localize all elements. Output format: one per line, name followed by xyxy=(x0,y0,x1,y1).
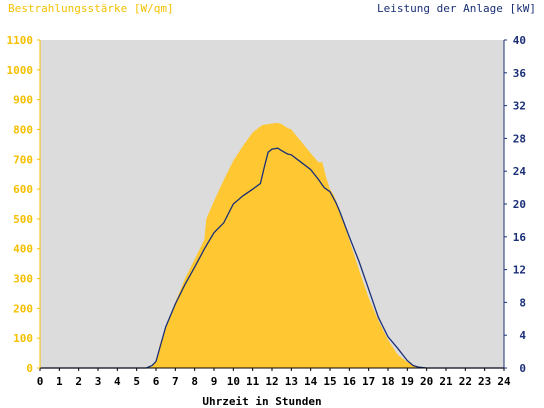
y-left-tick-label: 300 xyxy=(13,273,33,286)
x-tick-label: 5 xyxy=(133,375,140,388)
x-tick-label: 15 xyxy=(323,375,336,388)
y-left-tick-label: 0 xyxy=(26,362,33,375)
x-tick-label: 17 xyxy=(362,375,375,388)
x-tick-label: 7 xyxy=(172,375,179,388)
y-left-tick-label: 800 xyxy=(13,123,33,136)
x-tick-label: 4 xyxy=(114,375,121,388)
y-right-tick-label: 12 xyxy=(513,264,526,277)
x-tick-label: 20 xyxy=(420,375,433,388)
y-left-tick-label: 100 xyxy=(13,332,33,345)
y-right-tick-label: 40 xyxy=(513,34,526,47)
x-tick-label: 1 xyxy=(56,375,63,388)
y-left-tick-label: 600 xyxy=(13,183,33,196)
y-left-tick-label: 900 xyxy=(13,94,33,107)
series-layer xyxy=(40,122,504,369)
y-left-tick-label: 700 xyxy=(13,153,33,166)
x-tick-label: 13 xyxy=(285,375,298,388)
x-tick-label: 11 xyxy=(246,375,260,388)
x-tick-label: 18 xyxy=(381,375,394,388)
left-axis-label: Bestrahlungsstärke [W/qm] xyxy=(8,2,174,15)
x-tick-label: 14 xyxy=(304,375,318,388)
y-right-tick-label: 16 xyxy=(513,231,527,244)
x-axis-label: Uhrzeit in Stunden xyxy=(202,395,321,408)
x-tick-label: 2 xyxy=(75,375,82,388)
x-tick-label: 22 xyxy=(459,375,472,388)
y-left-tick-label: 500 xyxy=(13,213,33,226)
x-tick-label: 10 xyxy=(227,375,240,388)
y-right-tick-label: 4 xyxy=(519,329,526,342)
y-right-tick-label: 28 xyxy=(513,132,526,145)
y-left-tick-label: 400 xyxy=(13,243,33,256)
y-left-tick-label: 1100 xyxy=(7,34,34,47)
x-tick-label: 19 xyxy=(401,375,414,388)
x-tick-label: 21 xyxy=(439,375,453,388)
x-tick-label: 0 xyxy=(37,375,44,388)
y-right-tick-label: 24 xyxy=(513,165,527,178)
y-right-tick-label: 8 xyxy=(519,296,526,309)
x-tick-label: 24 xyxy=(497,375,511,388)
y-left-tick-label: 1000 xyxy=(7,64,34,77)
right-axis-label: Leistung der Anlage [kW] xyxy=(377,2,536,15)
x-tick-label: 3 xyxy=(95,375,102,388)
y-right-tick-label: 32 xyxy=(513,100,526,113)
ticks-layer: 0 1 2 3 4 5 6 7 8 9 10 11 12 13 14 15 16 17 18 19 20 21 22 23 24… xyxy=(7,34,527,388)
x-tick-label: 23 xyxy=(478,375,491,388)
x-tick-label: 16 xyxy=(343,375,357,388)
x-tick-label: 8 xyxy=(191,375,198,388)
y-right-tick-label: 0 xyxy=(519,362,526,375)
x-tick-label: 9 xyxy=(211,375,218,388)
x-tick-label: 12 xyxy=(265,375,278,388)
x-tick-label: 6 xyxy=(153,375,160,388)
y-right-tick-label: 36 xyxy=(513,67,527,80)
y-left-tick-label: 200 xyxy=(13,302,33,315)
irradiance-area xyxy=(40,122,504,369)
y-right-tick-label: 20 xyxy=(513,198,526,211)
power-line xyxy=(40,147,504,369)
